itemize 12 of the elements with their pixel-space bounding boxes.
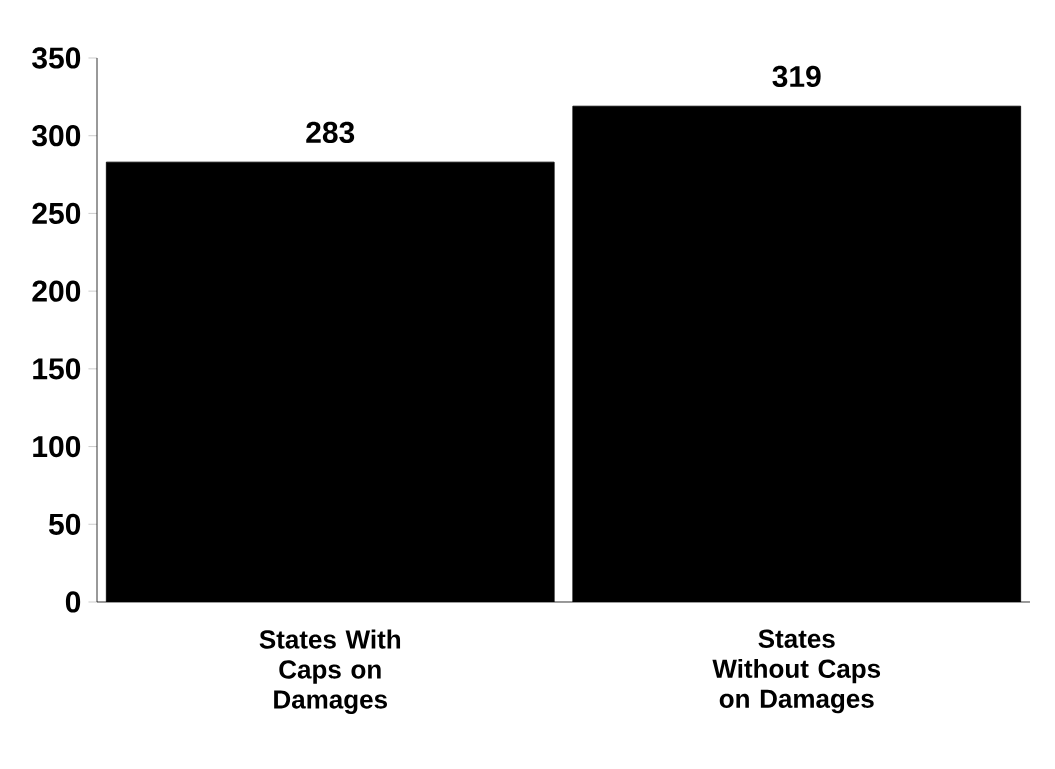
y-tick-label: 50 bbox=[48, 513, 81, 535]
y-tick-label: 300 bbox=[32, 125, 81, 147]
data-label: 319 bbox=[772, 65, 821, 88]
y-tick-label: 100 bbox=[33, 435, 81, 458]
y-tick-label: 350 bbox=[32, 47, 81, 69]
x-tick-label: States Without Caps on Damages bbox=[712, 629, 881, 714]
data-label: 283 bbox=[306, 121, 355, 144]
y-tick-label: 150 bbox=[33, 358, 81, 380]
y-tick-label: 0 bbox=[65, 591, 81, 613]
y-tick-label: 250 bbox=[32, 202, 81, 225]
x-tick-label: States With Caps on Damages bbox=[259, 629, 401, 714]
y-tick-label: 200 bbox=[32, 280, 81, 302]
